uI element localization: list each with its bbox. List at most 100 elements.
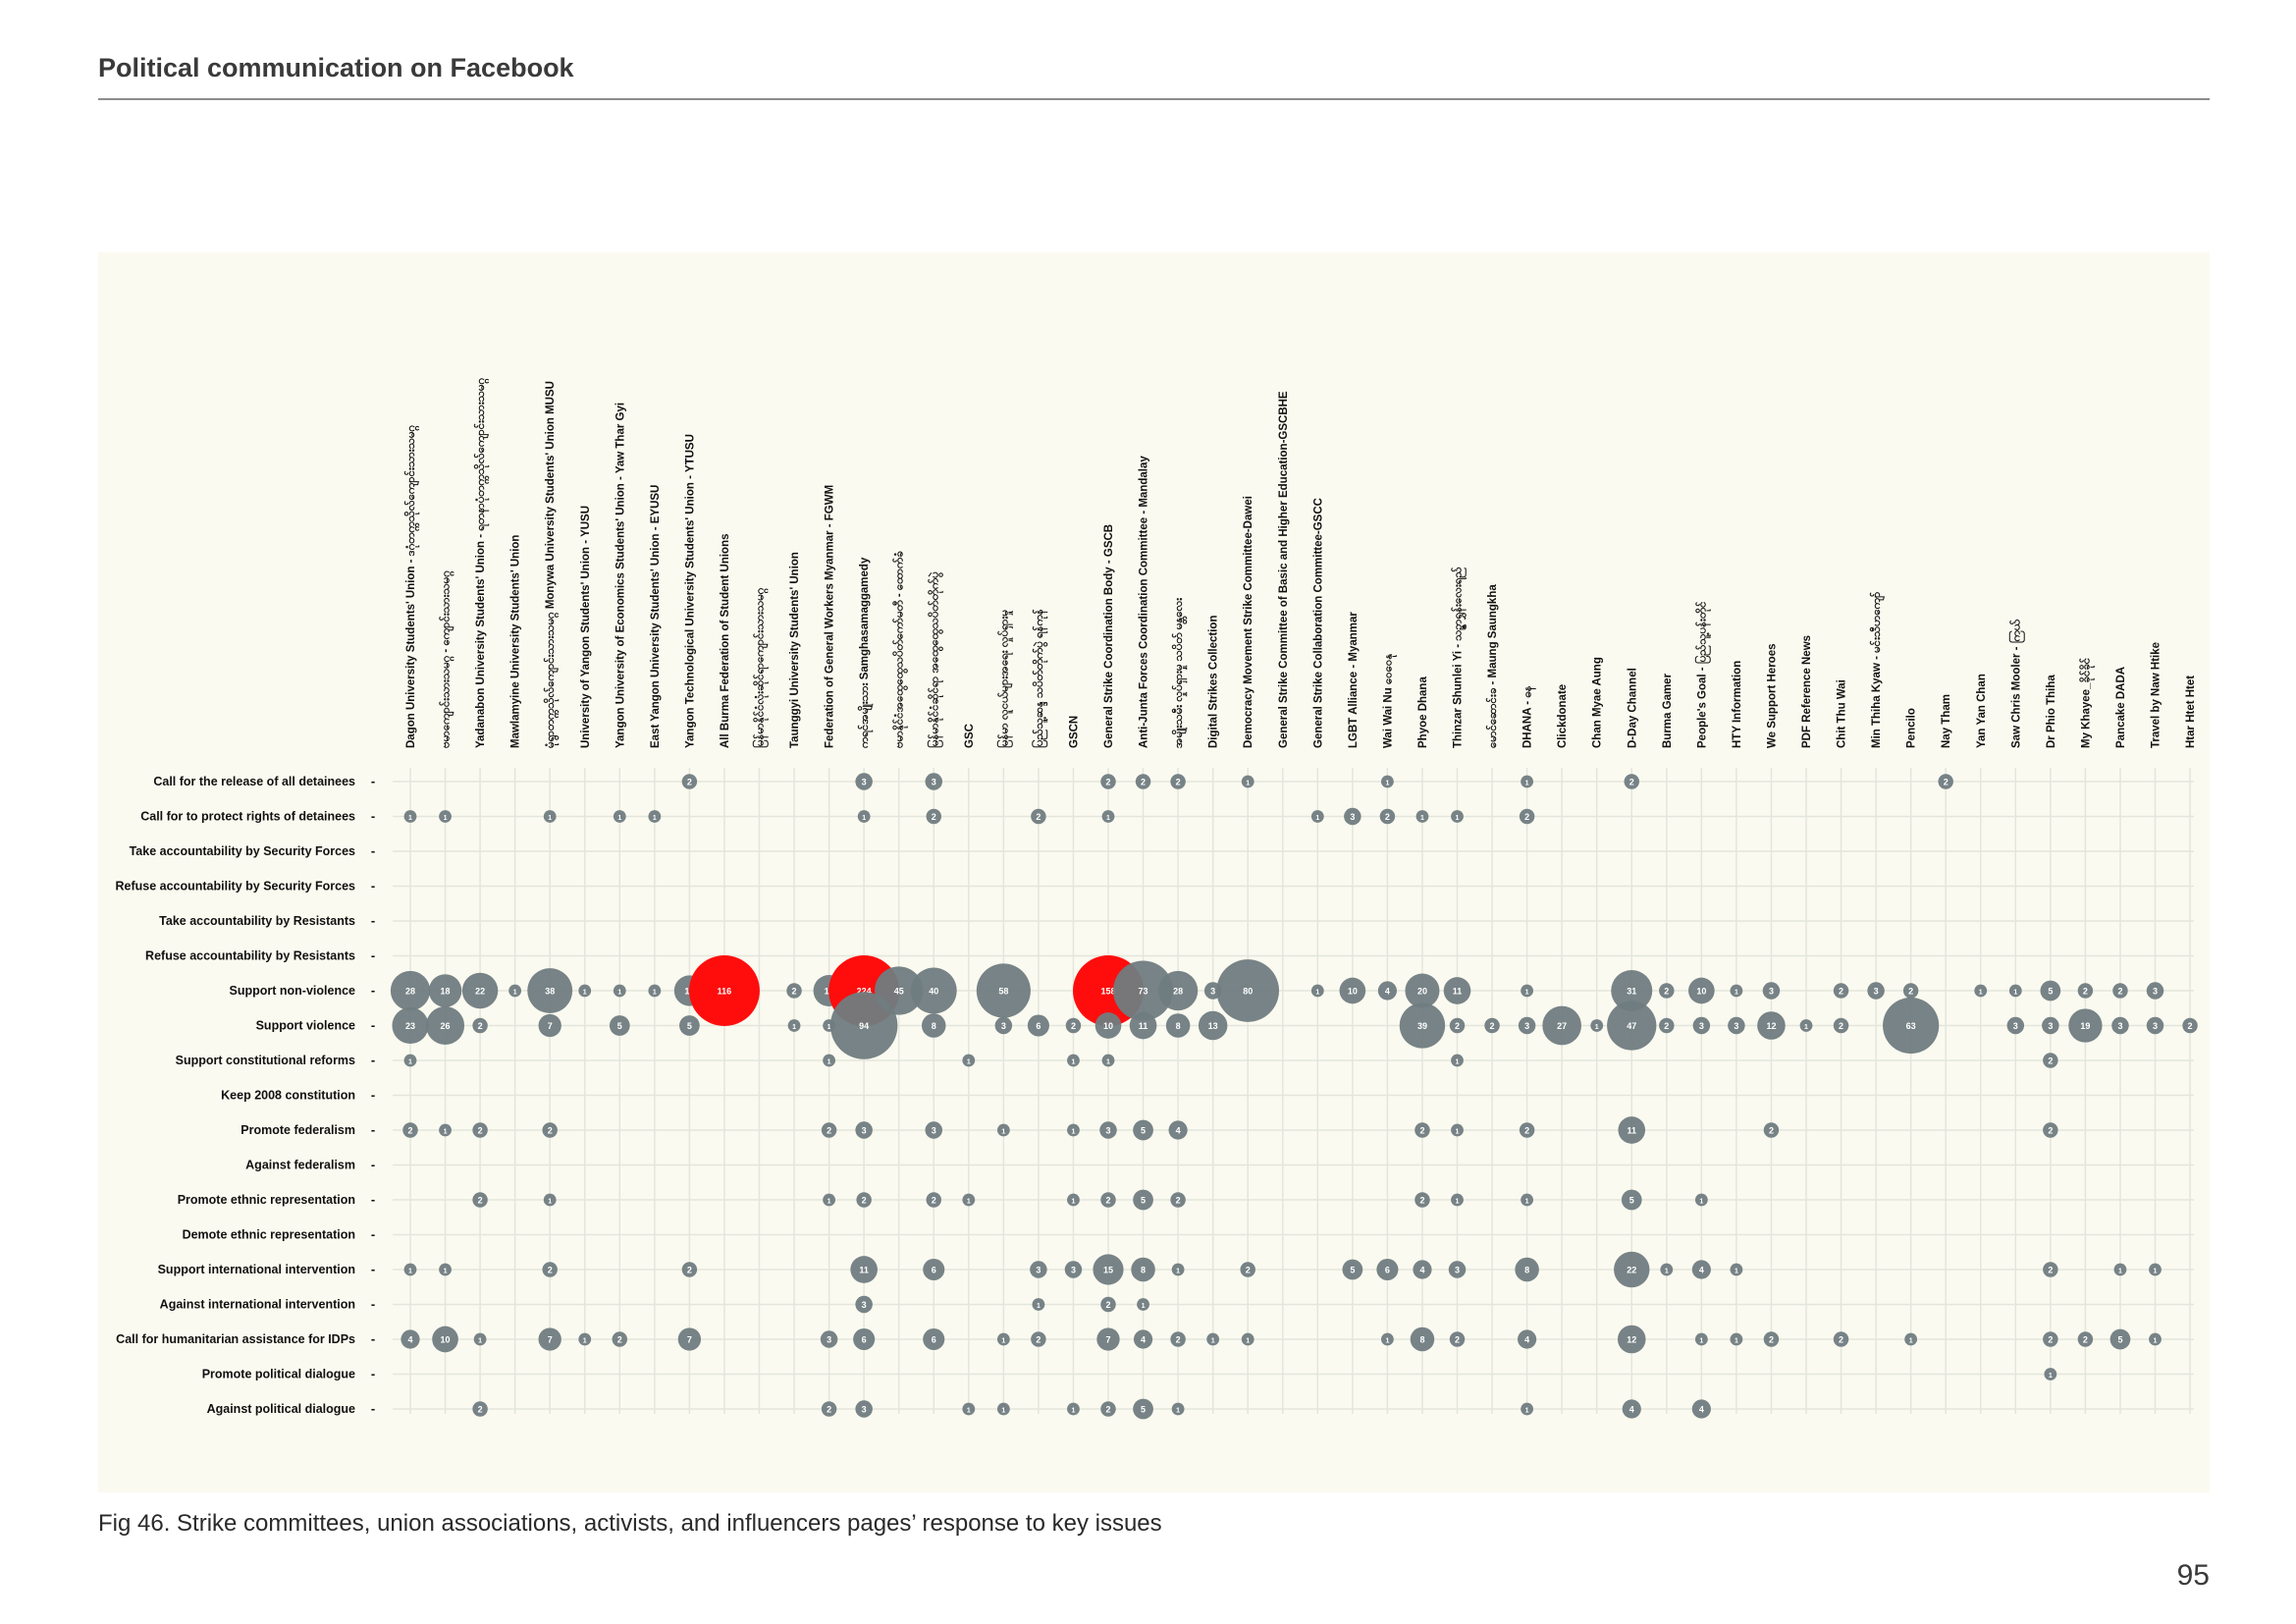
bubble-circle bbox=[1757, 1011, 1786, 1040]
bubble-circle bbox=[2149, 1332, 2162, 1346]
column-label: Clickdonate bbox=[1557, 684, 1569, 748]
bubble-value-label: 1 bbox=[2154, 1269, 2158, 1275]
bubble-value-label: 5 bbox=[1141, 1196, 1146, 1206]
bubble-circle bbox=[1165, 1013, 1191, 1038]
bubble: 8 bbox=[1410, 1326, 1435, 1352]
bubble-value-label: 1 bbox=[2154, 1338, 2158, 1345]
bubble-circle bbox=[1484, 1017, 1500, 1034]
column-label: Pencilo bbox=[1906, 708, 1918, 748]
row-label: Against federalism bbox=[245, 1159, 355, 1172]
bubble-value-label: 7 bbox=[1105, 1335, 1110, 1345]
bubble-value-label: 1 bbox=[478, 1338, 482, 1345]
bubble-value-label: 1 bbox=[617, 990, 621, 997]
bubble-value-label: 2 bbox=[617, 1335, 622, 1345]
bubble-value-label: 1 bbox=[1071, 1199, 1075, 1206]
bubble: 1 bbox=[1171, 1402, 1185, 1416]
bubble: 1 bbox=[1451, 1054, 1464, 1067]
bubble-value-label: 10 bbox=[1103, 1021, 1113, 1031]
bubble-value-label: 3 bbox=[1105, 1126, 1110, 1136]
bubble: 2 bbox=[1100, 1296, 1116, 1313]
bubble-value-label: 4 bbox=[1176, 1126, 1181, 1136]
bubble: 19 bbox=[2068, 1008, 2103, 1043]
bubble-circle bbox=[787, 1019, 801, 1032]
bubble: 1 bbox=[1730, 984, 1743, 998]
bubble-circle bbox=[402, 1122, 418, 1138]
bubble-circle bbox=[821, 1122, 837, 1138]
column-label: Wai Wai Nu ဝေဝေနု bbox=[1382, 654, 1397, 748]
bubble-circle bbox=[1521, 1193, 1533, 1207]
bubble-circle bbox=[1032, 1298, 1045, 1311]
bubble-circle bbox=[1938, 774, 1953, 789]
column-label: Mawlamyine University Students' Union bbox=[510, 535, 522, 748]
bubble-value-label: 1 bbox=[444, 1269, 448, 1275]
bubble-circle bbox=[1157, 970, 1199, 1011]
bubble: 7 bbox=[677, 1327, 702, 1351]
row-label: Keep 2008 constitution bbox=[221, 1089, 355, 1103]
bubble-value-label: 1 bbox=[1176, 1408, 1180, 1415]
row-marker: - bbox=[371, 843, 375, 858]
bubble-value-label: 3 bbox=[1001, 1021, 1006, 1031]
bubble: 5 bbox=[609, 1015, 630, 1036]
bubble: 1 bbox=[2149, 1332, 2162, 1346]
bubble: 1 bbox=[823, 1054, 835, 1067]
bubble: 6 bbox=[923, 1258, 945, 1281]
column-label: GSC bbox=[964, 724, 976, 748]
bubble: 3 bbox=[2146, 982, 2164, 1000]
bubble-value-label: 3 bbox=[862, 1126, 867, 1136]
bubble-value-label: 1 bbox=[967, 1408, 971, 1415]
bubble: 2 bbox=[1519, 808, 1535, 825]
bubble-value-label: 10 bbox=[1696, 987, 1706, 997]
bubble-value-label: 1 bbox=[1071, 1408, 1075, 1415]
bubble: 1 bbox=[962, 1193, 976, 1207]
column-label: Digital Strikes Collection bbox=[1208, 616, 1220, 748]
bubble-value-label: 5 bbox=[2117, 1335, 2122, 1345]
bubble-circle bbox=[677, 1327, 702, 1351]
bubble: 1 bbox=[1730, 1263, 1743, 1276]
bubble: 1 bbox=[403, 810, 417, 823]
bubble-value-label: 19 bbox=[2080, 1021, 2090, 1031]
bubble: 1 bbox=[439, 1263, 452, 1276]
bubble-value-label: 2 bbox=[1176, 1196, 1181, 1206]
bubble: 1 bbox=[543, 810, 557, 823]
bubble-circle bbox=[1100, 1192, 1116, 1208]
bubble: 6 bbox=[1376, 1258, 1399, 1281]
bubble-circle bbox=[1241, 1332, 1255, 1346]
row-label: Call for to protect rights of detainees bbox=[140, 810, 355, 824]
bubble-value-label: 2 bbox=[1524, 1126, 1529, 1136]
bubble: 1 bbox=[543, 1193, 557, 1207]
bubble-circle bbox=[1067, 1193, 1080, 1207]
bubble-circle bbox=[2044, 1368, 2057, 1380]
bubble-value-label: 6 bbox=[1036, 1021, 1041, 1031]
column-label: Chan Myae Aung bbox=[1592, 657, 1604, 748]
bubble-value-label: 2 bbox=[1176, 1335, 1181, 1345]
bubble-circle bbox=[962, 1193, 976, 1207]
bubble: 2 bbox=[2043, 1331, 2058, 1347]
bubble-circle bbox=[1198, 1010, 1228, 1041]
bubble-circle bbox=[1688, 977, 1715, 1004]
column-label: Anti-Junta Forces Coordination Committee… bbox=[1139, 456, 1150, 748]
bubble-circle bbox=[1833, 983, 1849, 999]
bubble-value-label: 8 bbox=[1141, 1266, 1146, 1275]
bubble-value-label: 2 bbox=[1490, 1021, 1495, 1031]
bubble-value-label: 11 bbox=[859, 1266, 869, 1275]
bubble-circle bbox=[823, 1054, 835, 1067]
bubble-circle bbox=[1093, 1254, 1124, 1285]
bubble: 1 bbox=[1101, 810, 1115, 823]
bubble-circle bbox=[1449, 1331, 1466, 1347]
bubble: 4 bbox=[1377, 981, 1397, 1001]
bubble-circle bbox=[2113, 1263, 2127, 1276]
bubble-value-label: 12 bbox=[1766, 1021, 1776, 1031]
bubble: 2 bbox=[1415, 1122, 1430, 1138]
row-label: Call for humanitarian assistance for IDP… bbox=[116, 1332, 355, 1346]
row-marker: - bbox=[371, 1122, 375, 1137]
bubble-value-label: 1 bbox=[1385, 781, 1389, 787]
bubble-circle bbox=[2043, 1053, 2058, 1068]
bubble: 6 bbox=[1027, 1014, 1049, 1037]
bubble: 10 bbox=[1095, 1012, 1122, 1039]
bubble-value-label: 3 bbox=[1524, 1021, 1529, 1031]
column-label: မောင်ဆောင်းခ - Maung Saungkha bbox=[1486, 584, 1499, 749]
bubble-value-label: 2 bbox=[478, 1196, 483, 1206]
bubble: 7 bbox=[538, 1013, 561, 1038]
bubble-value-label: 1 bbox=[1456, 1199, 1460, 1206]
bubble-circle bbox=[1100, 1296, 1116, 1313]
